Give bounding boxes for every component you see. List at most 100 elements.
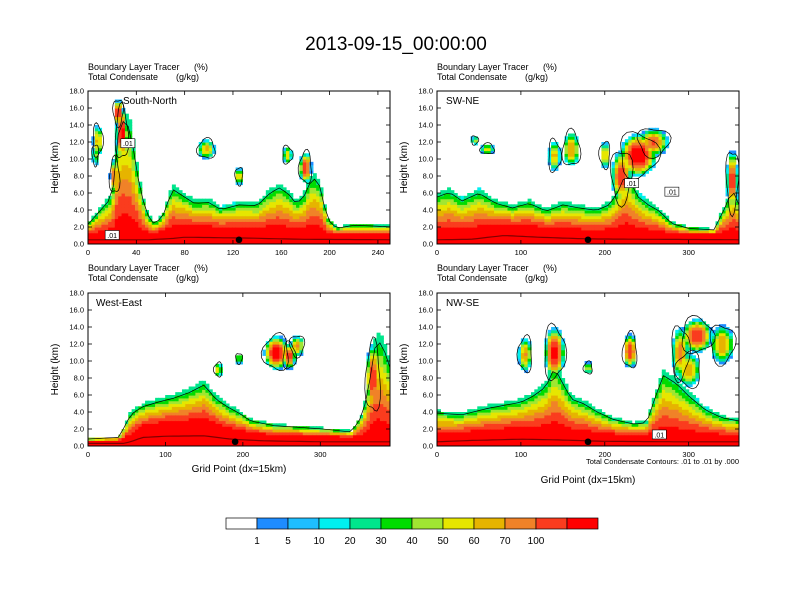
tracer-cell (544, 241, 549, 244)
tracer-cell (235, 431, 240, 436)
tracer-cell (477, 241, 482, 244)
tracer-cell (477, 210, 482, 214)
tracer-cell (581, 204, 586, 208)
tracer-cell (624, 153, 629, 157)
tracer-cell (202, 429, 207, 433)
tracer-cell (728, 193, 733, 197)
tracer-cell (145, 212, 149, 217)
tracer-cell (497, 232, 502, 237)
tracer-cell (302, 207, 307, 211)
tracer-cell (379, 392, 384, 396)
tracer-cell (175, 241, 180, 244)
tracer-cell (134, 178, 139, 183)
tracer-cell (192, 412, 196, 416)
tracer-cell (383, 397, 388, 402)
tracer-cell (292, 437, 297, 441)
tracer-cell (661, 229, 666, 234)
tracer-cell (648, 144, 653, 149)
tracer-cell (467, 414, 472, 419)
tracer-cell (94, 443, 99, 446)
tracer-cell (98, 150, 103, 154)
tracer-cell (685, 241, 690, 244)
tracer-cell (483, 212, 488, 217)
tracer-cell (363, 227, 368, 231)
tracer-cell (192, 414, 196, 419)
tracer-cell (181, 420, 186, 424)
tracer-cell (618, 235, 623, 239)
tracer-cell (470, 238, 475, 242)
tracer-cell (383, 380, 388, 385)
tracer-cell (212, 403, 217, 407)
tracer-cell (131, 164, 136, 169)
tracer-cell (728, 170, 733, 174)
tracer-cell (651, 215, 656, 220)
tracer-cell (306, 434, 311, 439)
tracer-cell (138, 440, 143, 444)
tracer-cell (554, 210, 559, 214)
tracer-cell (557, 229, 562, 234)
tracer-cell (346, 437, 351, 441)
tracer-cell (155, 412, 160, 416)
tracer-cell (487, 144, 492, 149)
tracer-cell (487, 417, 492, 422)
tracer-cell (279, 431, 284, 436)
tracer-cell (302, 224, 307, 228)
tracer-cell (292, 198, 297, 203)
contour-label-box (624, 178, 639, 188)
tracer-cell (185, 389, 190, 393)
tracer-cell (624, 229, 629, 234)
tracer-cell (544, 224, 549, 228)
tracer-cell (437, 412, 441, 416)
tracer-cell (121, 204, 126, 208)
tracer-cell (453, 221, 458, 225)
tracer-cell (561, 241, 566, 244)
tracer-cell (588, 232, 592, 237)
tracer-cell (171, 241, 176, 244)
tracer-cell (181, 229, 186, 234)
tracer-cell (520, 218, 525, 222)
tracer-cell (228, 224, 233, 228)
tracer-cell (574, 210, 579, 214)
tracer-cell (379, 335, 384, 339)
tracer-cell (608, 229, 613, 234)
tracer-cell (208, 437, 213, 441)
tracer-cell (457, 434, 462, 439)
tracer-cell (239, 170, 243, 174)
tracer-cell (732, 229, 737, 234)
tracer-cell (158, 414, 163, 419)
tracer-cell (514, 215, 519, 220)
tracer-cell (645, 238, 649, 242)
tracer-cell (735, 204, 739, 208)
tracer-cell (218, 414, 223, 419)
tracer-cell (453, 204, 458, 208)
tracer-cell (292, 426, 297, 430)
tracer-cell (128, 235, 133, 239)
tracer-cell (275, 212, 280, 217)
tracer-cell (359, 414, 364, 419)
tracer-cell (275, 355, 280, 359)
tracer-cell (302, 431, 307, 436)
tracer-cell (329, 431, 334, 436)
tracer-cell (91, 153, 96, 157)
tracer-cell (131, 423, 136, 427)
tracer-cell (450, 423, 455, 427)
tracer-cell (564, 221, 569, 225)
tracer-cell (279, 232, 284, 237)
tracer-cell (369, 389, 374, 393)
tracer-cell (282, 215, 287, 220)
tracer-cell (175, 224, 180, 228)
tracer-cell (463, 414, 468, 419)
tracer-cell (386, 229, 390, 234)
tracer-cell (275, 429, 280, 433)
tracer-cell (718, 221, 723, 225)
tracer-cell (91, 221, 96, 225)
tracer-cell (369, 406, 374, 410)
tracer-cell (376, 372, 381, 376)
tracer-cell (171, 195, 176, 200)
tracer-cell (161, 241, 166, 244)
tracer-cell (557, 241, 562, 244)
tracer-cell (171, 235, 176, 239)
tracer-cell (645, 159, 649, 163)
tracer-cell (316, 210, 321, 214)
tracer-cell (285, 204, 290, 208)
